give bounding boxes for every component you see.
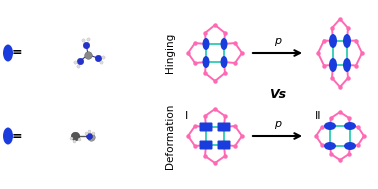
Ellipse shape (344, 122, 356, 130)
Ellipse shape (203, 56, 209, 68)
Ellipse shape (3, 128, 13, 145)
Ellipse shape (329, 58, 337, 72)
Ellipse shape (329, 34, 337, 48)
Ellipse shape (203, 38, 209, 50)
Ellipse shape (343, 58, 351, 72)
Ellipse shape (324, 122, 336, 130)
Text: p: p (274, 36, 281, 46)
Ellipse shape (220, 56, 228, 68)
Text: Deformation: Deformation (165, 103, 175, 169)
Ellipse shape (343, 34, 351, 48)
Text: Hinging: Hinging (165, 33, 175, 73)
FancyBboxPatch shape (200, 140, 212, 149)
Text: I: I (185, 111, 189, 121)
Ellipse shape (344, 142, 356, 150)
Text: =: = (12, 46, 22, 60)
FancyBboxPatch shape (200, 122, 212, 132)
Text: Vs: Vs (270, 88, 287, 101)
Text: II: II (315, 111, 321, 121)
Ellipse shape (324, 142, 336, 150)
Ellipse shape (3, 44, 13, 61)
Text: =: = (12, 129, 22, 143)
FancyBboxPatch shape (217, 122, 231, 132)
Text: p: p (274, 119, 281, 129)
Ellipse shape (220, 38, 228, 50)
FancyBboxPatch shape (217, 140, 231, 149)
